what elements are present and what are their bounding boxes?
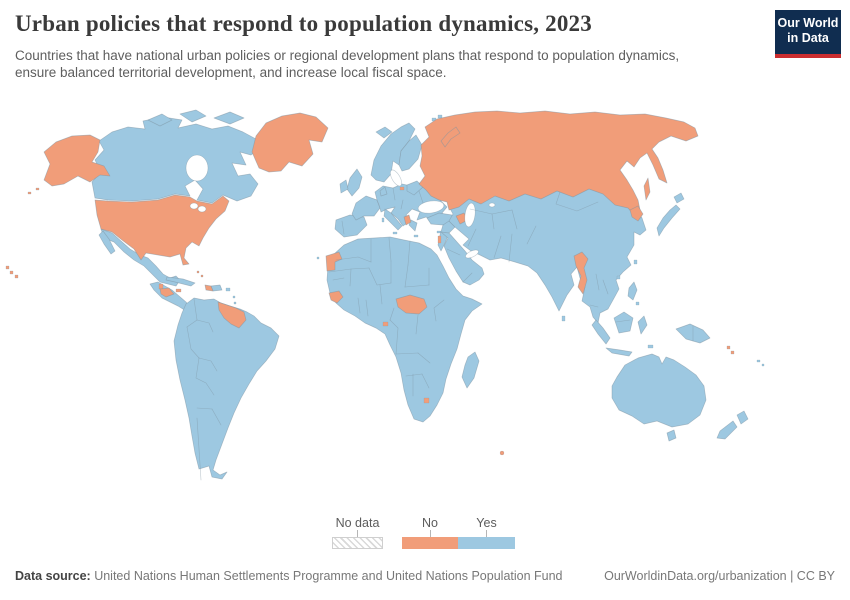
chart-title: Urban policies that respond to populatio… bbox=[15, 11, 592, 36]
owid-logo[interactable]: Our World in Data bbox=[775, 10, 841, 58]
map-inland-seas bbox=[185, 154, 496, 259]
legend-label-yes[interactable]: Yes bbox=[476, 516, 497, 530]
subtitle-line-2: ensure balanced territorial development,… bbox=[15, 65, 447, 81]
map-countries-yes[interactable] bbox=[91, 109, 765, 480]
legend-swatch-no[interactable] bbox=[402, 537, 458, 549]
map-country-borders bbox=[186, 187, 694, 481]
data-source-label: Data source: bbox=[15, 569, 91, 583]
owid-logo-line1: Our World bbox=[777, 16, 839, 30]
legend-swatch-no-data[interactable] bbox=[332, 537, 383, 549]
owid-logo-line2: in Data bbox=[787, 31, 829, 45]
owid-license-link[interactable]: OurWorldinData.org/urbanization | CC BY bbox=[604, 569, 835, 583]
data-source-text: United Nations Human Settlements Program… bbox=[90, 569, 563, 583]
legend-label-no-data[interactable]: No data bbox=[335, 516, 380, 530]
legend-tick-yes bbox=[486, 530, 487, 537]
chart-subtitle: Countries that have national urban polic… bbox=[15, 47, 765, 83]
legend-label-no[interactable]: No bbox=[422, 516, 438, 530]
legend-swatch-yes[interactable] bbox=[458, 537, 515, 549]
chart-header: Urban policies that respond to populatio… bbox=[15, 10, 765, 82]
legend-tick-no bbox=[430, 530, 431, 537]
subtitle-line-1: Countries that have national urban polic… bbox=[15, 47, 680, 63]
chart-footer: Data source: United Nations Human Settle… bbox=[15, 569, 835, 583]
world-map[interactable] bbox=[0, 108, 850, 510]
map-countries-no[interactable] bbox=[5, 110, 735, 456]
data-source-line: Data source: United Nations Human Settle… bbox=[15, 569, 563, 583]
legend-tick-no-data bbox=[357, 530, 358, 537]
